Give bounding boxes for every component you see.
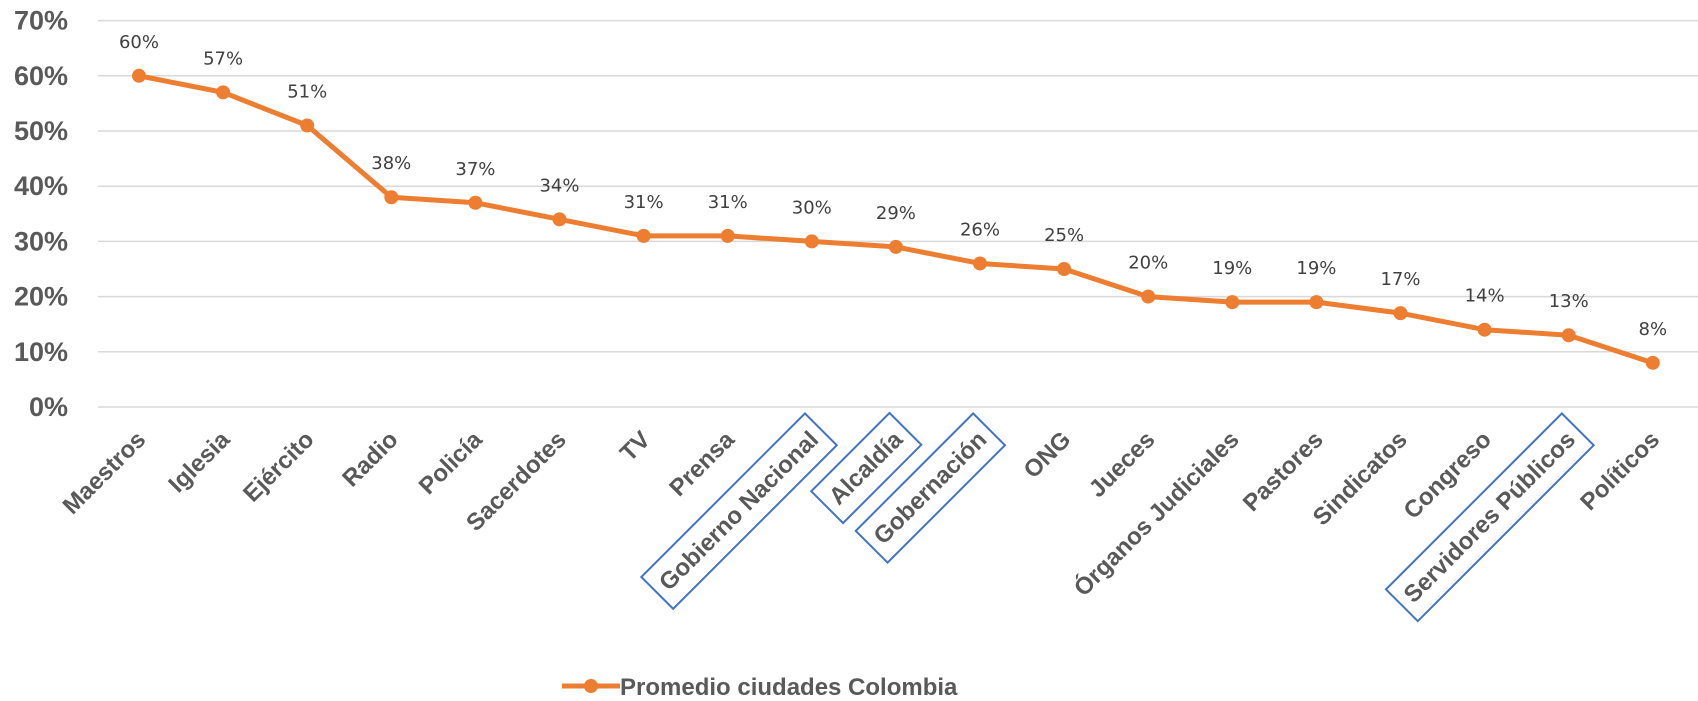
highlight-box bbox=[1384, 412, 1596, 623]
x-tick-label: Policía bbox=[414, 426, 488, 500]
data-label: 26% bbox=[960, 219, 1000, 240]
data-point bbox=[132, 68, 146, 83]
data-point bbox=[216, 85, 231, 100]
highlight-box bbox=[809, 411, 923, 525]
legend-label: Promedio ciudades Colombia bbox=[620, 674, 958, 701]
x-tick-label: Alcaldía bbox=[824, 426, 909, 511]
highlight-box bbox=[854, 412, 1007, 565]
y-tick-label: 70% bbox=[14, 6, 68, 36]
data-label: 19% bbox=[1212, 258, 1252, 279]
data-label: 60% bbox=[119, 32, 159, 53]
data-point bbox=[300, 118, 315, 133]
x-tick-label: Iglesia bbox=[163, 426, 235, 498]
data-point bbox=[1141, 289, 1156, 304]
data-point bbox=[1057, 262, 1072, 276]
highlight-box bbox=[639, 412, 839, 611]
x-tick-label: Gobierno Nacional bbox=[654, 426, 824, 596]
x-tick-label: ONG bbox=[1019, 426, 1077, 484]
y-tick-label: 10% bbox=[14, 337, 68, 367]
data-label: 13% bbox=[1549, 291, 1589, 312]
data-point bbox=[804, 234, 819, 249]
legend: Promedio ciudades Colombia bbox=[562, 674, 958, 701]
x-tick-label: Órganos Judiciales bbox=[1068, 425, 1244, 601]
x-tick-label: TV bbox=[615, 426, 656, 467]
data-label: 34% bbox=[539, 175, 579, 196]
data-point bbox=[468, 195, 483, 210]
y-tick-label: 50% bbox=[14, 116, 68, 146]
data-point bbox=[1309, 295, 1324, 310]
data-label: 37% bbox=[455, 159, 495, 180]
x-tick-label: Servidores Públicos bbox=[1399, 426, 1581, 608]
data-point bbox=[1393, 306, 1408, 321]
data-label: 20% bbox=[1128, 253, 1168, 274]
data-label: 31% bbox=[708, 192, 748, 213]
data-label: 8% bbox=[1639, 319, 1668, 340]
y-tick-label: 60% bbox=[14, 61, 68, 91]
data-label: 25% bbox=[1044, 225, 1084, 246]
data-label: 14% bbox=[1465, 286, 1505, 307]
y-tick-label: 0% bbox=[29, 392, 68, 422]
data-point bbox=[720, 228, 735, 243]
x-tick-label: Pastores bbox=[1238, 426, 1329, 517]
x-tick-label: Ejército bbox=[238, 426, 319, 507]
data-point bbox=[1225, 295, 1240, 310]
x-tick-label: Maestros bbox=[58, 426, 152, 520]
data-label: 31% bbox=[624, 192, 664, 213]
data-point bbox=[1477, 322, 1492, 337]
y-tick-label: 30% bbox=[14, 226, 68, 256]
x-tick-label: Radio bbox=[337, 426, 403, 492]
data-point bbox=[552, 212, 567, 227]
y-tick-label: 40% bbox=[14, 171, 68, 201]
data-point bbox=[636, 228, 651, 243]
data-label: 30% bbox=[792, 197, 832, 218]
data-point bbox=[973, 256, 987, 271]
data-point bbox=[888, 239, 903, 254]
data-point bbox=[1561, 328, 1576, 343]
legend-dot-marker bbox=[584, 679, 598, 693]
data-label: 17% bbox=[1380, 269, 1420, 290]
data-point bbox=[1645, 355, 1660, 370]
data-label: 19% bbox=[1296, 258, 1336, 279]
data-label: 57% bbox=[203, 48, 243, 69]
data-label: 29% bbox=[876, 203, 916, 224]
x-tick-label: Jueces bbox=[1084, 426, 1161, 503]
y-tick-label: 20% bbox=[14, 282, 68, 312]
data-label: 38% bbox=[371, 153, 411, 174]
data-label: 51% bbox=[287, 81, 327, 102]
data-point bbox=[384, 190, 399, 205]
